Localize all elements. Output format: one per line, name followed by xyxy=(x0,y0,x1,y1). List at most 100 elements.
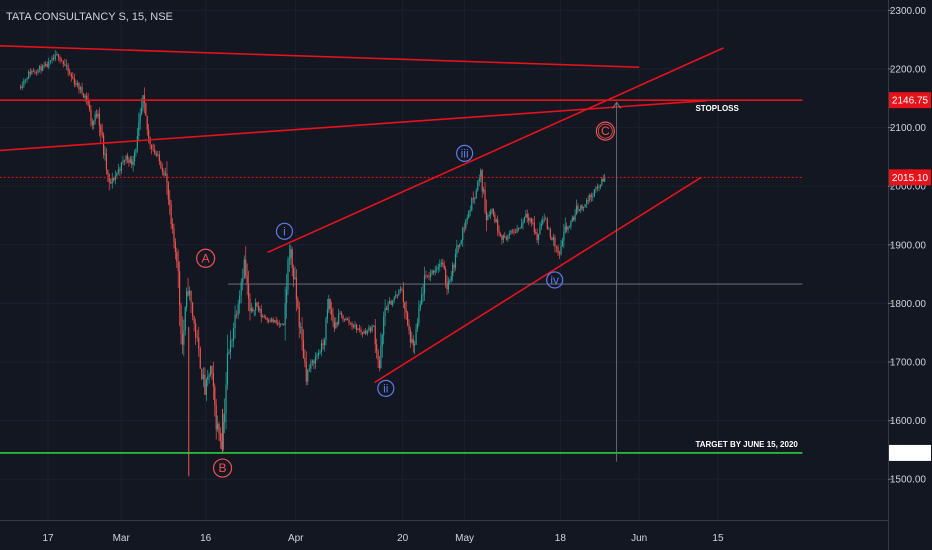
candle-body xyxy=(495,219,497,222)
candle-body xyxy=(497,219,499,231)
candle-body xyxy=(245,259,247,276)
candle xyxy=(224,398,226,434)
candle xyxy=(234,305,236,339)
candle-body xyxy=(361,332,364,334)
candle xyxy=(86,92,88,105)
candle-body xyxy=(35,71,38,73)
trendline-1[interactable] xyxy=(0,45,640,69)
candle xyxy=(263,314,265,319)
candle xyxy=(363,329,365,335)
candle xyxy=(581,204,583,211)
candle-body xyxy=(567,227,569,230)
candle-body xyxy=(373,325,375,327)
candle-body xyxy=(514,232,517,233)
candle-body xyxy=(595,187,597,190)
price-tick-label: 1800.00 xyxy=(890,299,927,310)
candle-body xyxy=(214,386,216,406)
candle xyxy=(336,321,338,328)
candle xyxy=(164,167,167,177)
candle xyxy=(42,64,44,72)
candle-body xyxy=(37,69,39,73)
price-axis[interactable]: 2300.00 2200.00 2100.00 2000.00 1900.00 1800.… xyxy=(888,0,932,550)
candle-body xyxy=(131,159,133,165)
candle xyxy=(365,327,367,336)
candle-body xyxy=(320,343,323,352)
candle xyxy=(35,70,38,76)
candle xyxy=(428,271,430,281)
candle xyxy=(563,223,565,249)
candle xyxy=(64,58,66,67)
candle-body xyxy=(40,66,42,71)
candle xyxy=(243,255,245,279)
candle xyxy=(300,322,302,335)
trendline-4[interactable] xyxy=(267,47,724,254)
price-tick-label: 2300.00 xyxy=(890,6,927,17)
candle-body xyxy=(445,268,447,283)
candle-body xyxy=(149,137,151,145)
candle-body xyxy=(592,196,594,198)
candle-body xyxy=(111,178,113,184)
price-tag[interactable]: 2015.10 xyxy=(889,169,931,186)
candle-body xyxy=(221,441,223,449)
target-label: TARGET BY JUNE 15, 2020 xyxy=(695,440,798,449)
candle xyxy=(529,217,531,224)
candle-body xyxy=(348,319,350,323)
time-tick-label: Apr xyxy=(288,533,304,544)
candle-body xyxy=(305,362,307,382)
candle-body xyxy=(366,330,368,334)
candle xyxy=(31,69,33,75)
candle xyxy=(23,77,25,89)
candle-body xyxy=(449,280,451,282)
candle-body xyxy=(307,369,309,382)
time-axis[interactable]: 17 Mar 16 Apr 20 May 18 Jun 15 xyxy=(0,520,888,545)
price-tag-value: 2146.75 xyxy=(892,96,929,107)
trendline-5[interactable] xyxy=(374,176,702,384)
price-tag[interactable]: 1544.85 xyxy=(889,444,931,461)
candle xyxy=(179,261,181,327)
candle xyxy=(564,217,566,234)
candle xyxy=(345,316,347,321)
candle-body xyxy=(466,217,468,221)
candle xyxy=(522,219,524,230)
candle-body xyxy=(491,209,493,212)
candle xyxy=(333,317,336,333)
candle-body xyxy=(566,226,568,230)
candle xyxy=(72,72,74,80)
candle-body xyxy=(355,324,358,330)
trendlines xyxy=(0,45,803,462)
candle-body xyxy=(280,323,282,325)
candle xyxy=(146,115,148,136)
candle-body xyxy=(487,215,489,221)
candle-body xyxy=(439,264,441,267)
candle xyxy=(232,322,235,348)
candle-body xyxy=(114,175,116,181)
candle xyxy=(351,321,353,331)
candle-body xyxy=(409,330,412,343)
candle-body xyxy=(507,235,509,240)
candle-body xyxy=(504,235,506,238)
candle xyxy=(452,261,454,282)
candle-body xyxy=(530,218,533,223)
candle xyxy=(346,317,349,321)
candle-body xyxy=(436,268,438,270)
candle-body xyxy=(601,179,603,185)
candle xyxy=(191,301,194,321)
candle xyxy=(34,69,36,75)
candle-body xyxy=(262,316,264,317)
candle-body xyxy=(314,356,317,364)
candle-body xyxy=(316,355,318,357)
wave-label-c: C xyxy=(601,124,610,138)
candle-body xyxy=(602,179,604,182)
candle xyxy=(491,208,493,214)
candle xyxy=(158,150,160,166)
candle xyxy=(294,266,296,280)
candle xyxy=(548,226,550,230)
candle xyxy=(369,325,372,334)
candle xyxy=(195,318,197,345)
candle xyxy=(75,79,77,87)
candle-body xyxy=(584,204,586,207)
candle xyxy=(490,208,492,220)
wave-circle-ii xyxy=(377,379,395,397)
price-tag[interactable]: 2146.75 xyxy=(889,92,931,109)
